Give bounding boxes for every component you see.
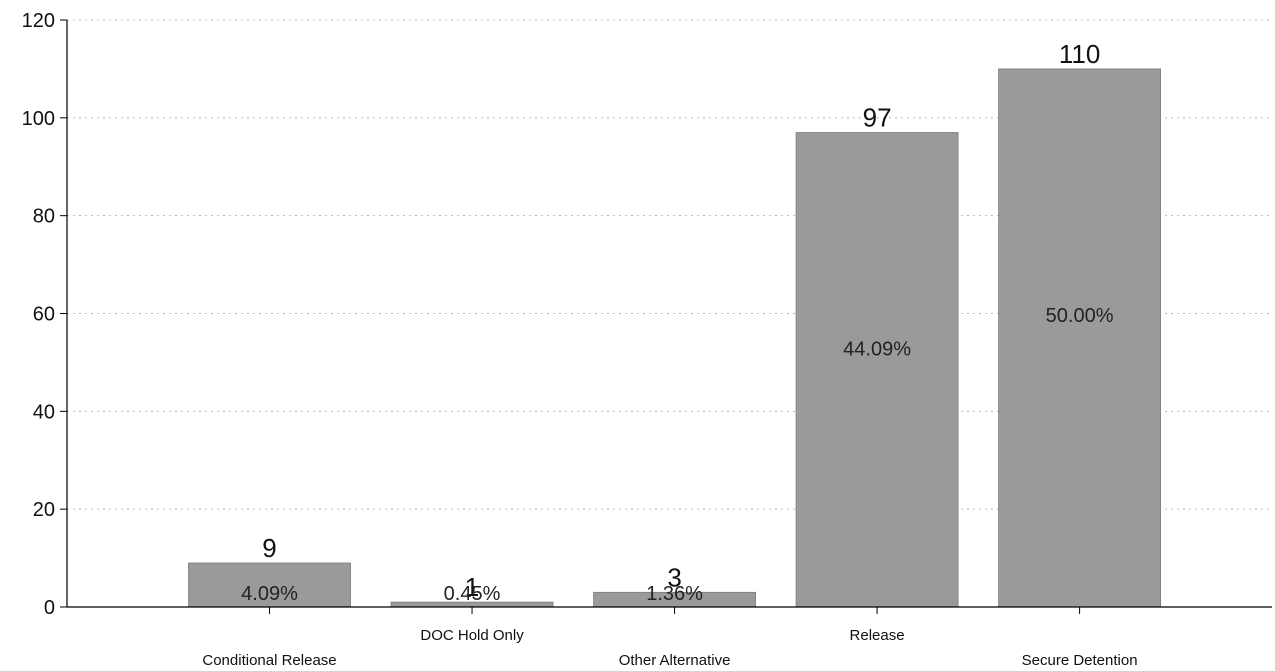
data-label-value: 110	[1059, 39, 1100, 69]
bar-secure-detention	[998, 68, 1162, 608]
data-label-percent: 1.36%	[646, 583, 703, 605]
data-label-value: 9	[262, 533, 276, 563]
x-tick-label: Conditional Release	[202, 652, 336, 669]
y-tick-label: 100	[22, 108, 55, 130]
bar-conditional-release	[188, 562, 351, 608]
data-label-value: 97	[863, 103, 892, 133]
x-tick-label: Secure Detention	[1022, 652, 1138, 669]
data-label-percent: 4.09%	[241, 583, 298, 605]
data-label-percent: 50.00%	[1046, 305, 1114, 327]
data-label-value: 3	[667, 562, 681, 592]
y-tick-label: 60	[33, 304, 55, 326]
labels: 0 20 40 60 80 100 120 Conditional Release 9 4.09%…	[22, 10, 1138, 669]
x-tick-label: Other Alternative	[619, 652, 731, 669]
y-tick-label: 40	[33, 401, 55, 423]
data-label-percent: 44.09%	[843, 339, 911, 361]
data-label-value: 1	[465, 572, 479, 602]
bar-release	[795, 132, 959, 608]
y-tick-label: 20	[33, 499, 55, 521]
x-tick-label: DOC Hold Only	[420, 627, 524, 644]
y-tick-label: 120	[22, 10, 55, 32]
y-tick-label: 80	[33, 206, 55, 228]
data-label-percent: 0.45%	[444, 583, 501, 605]
bars	[188, 68, 1162, 608]
x-tick-label: Release	[850, 627, 905, 644]
y-tick-label: 0	[44, 597, 55, 619]
